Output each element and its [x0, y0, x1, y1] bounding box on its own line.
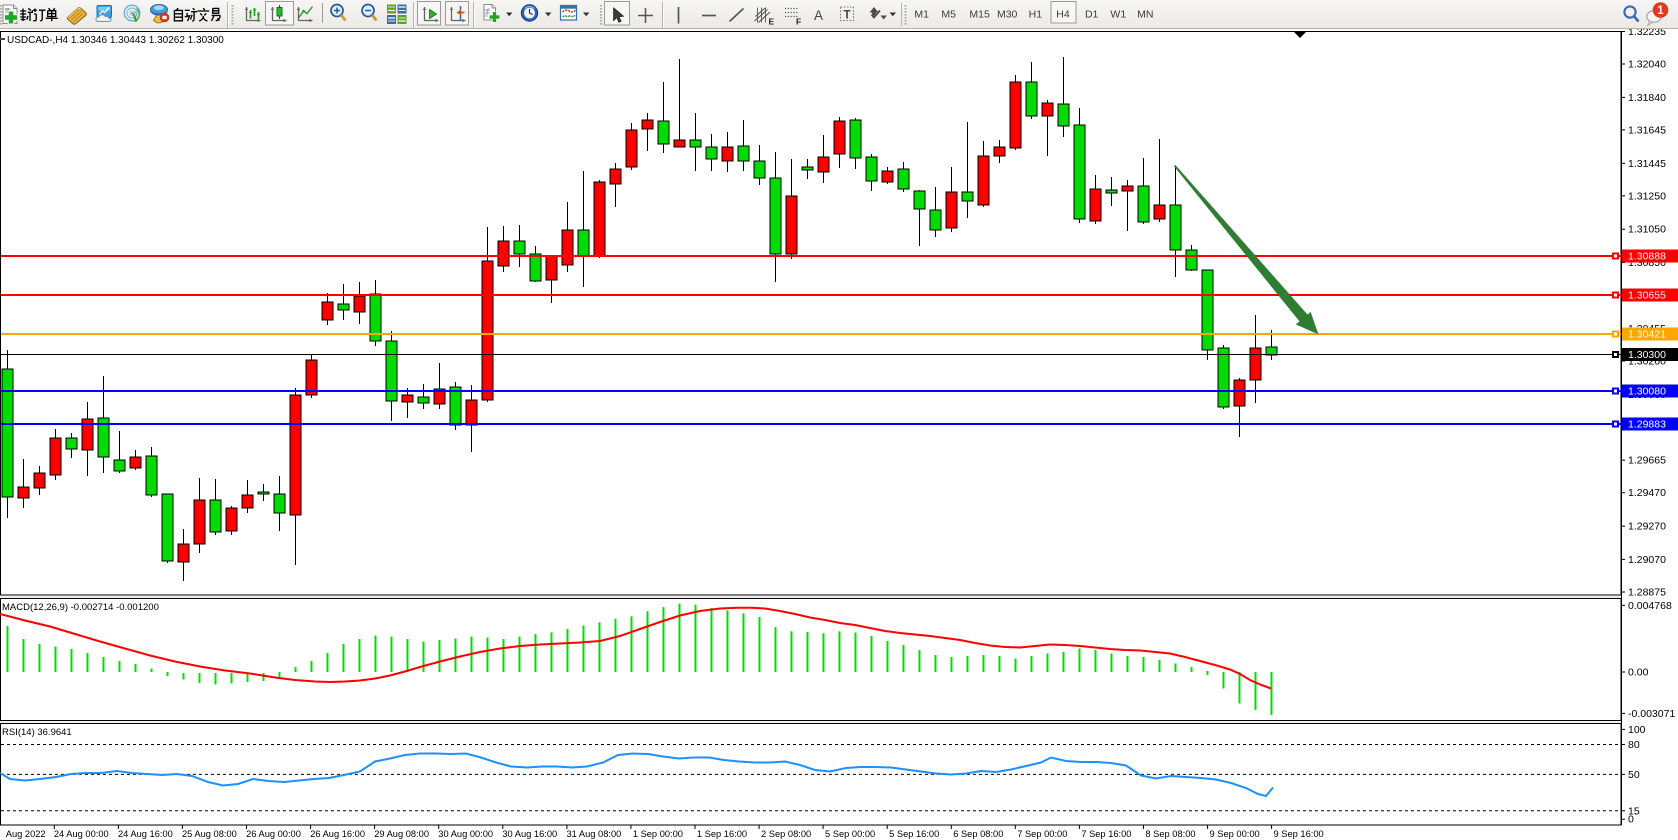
svg-text:M15: M15: [969, 9, 990, 21]
svg-text:Aug 2022: Aug 2022: [6, 829, 46, 839]
svg-text:30 Aug 16:00: 30 Aug 16:00: [502, 829, 557, 839]
svg-text:1.30080: 1.30080: [1628, 386, 1666, 398]
svg-text:7 Sep 16:00: 7 Sep 16:00: [1081, 829, 1131, 839]
svg-text:24 Aug 16:00: 24 Aug 16:00: [118, 829, 173, 839]
svg-text:1.29470: 1.29470: [1628, 487, 1666, 499]
svg-text:5 Sep 00:00: 5 Sep 00:00: [825, 829, 875, 839]
svg-text:9 Sep 16:00: 9 Sep 16:00: [1274, 829, 1324, 839]
svg-text:1.32235: 1.32235: [1628, 26, 1666, 38]
svg-text:M5: M5: [941, 9, 956, 21]
svg-text:USDCAD-,H4 1.30346 1.30443 1.: USDCAD-,H4 1.30346 1.30443 1.30262 1.303…: [7, 35, 224, 46]
svg-text:9 Sep 00:00: 9 Sep 00:00: [1210, 829, 1260, 839]
svg-text:7 Sep 00:00: 7 Sep 00:00: [1017, 829, 1067, 839]
svg-text:M30: M30: [997, 9, 1018, 21]
svg-text:RSI(14) 36.9641: RSI(14) 36.9641: [2, 727, 72, 738]
svg-text:1.31445: 1.31445: [1628, 158, 1666, 170]
svg-text:1.31645: 1.31645: [1628, 124, 1666, 136]
svg-text:1.30888: 1.30888: [1628, 251, 1666, 263]
svg-text:1.32040: 1.32040: [1628, 59, 1666, 71]
svg-text:1.30421: 1.30421: [1628, 329, 1666, 341]
svg-text:1.30655: 1.30655: [1628, 290, 1666, 302]
svg-text:H1: H1: [1029, 9, 1043, 21]
svg-text:6 Sep 08:00: 6 Sep 08:00: [953, 829, 1003, 839]
svg-text:M1: M1: [914, 9, 929, 21]
svg-text:15: 15: [1628, 805, 1640, 817]
svg-text:80: 80: [1628, 739, 1640, 751]
svg-text:MACD(12,26,9) -0.002714 -0.001: MACD(12,26,9) -0.002714 -0.001200: [2, 602, 159, 613]
svg-text:H4: H4: [1056, 9, 1070, 21]
svg-text:E: E: [769, 17, 775, 27]
svg-text:f: f: [486, 7, 490, 17]
svg-text:8 Sep 08:00: 8 Sep 08:00: [1145, 829, 1195, 839]
svg-text:25 Aug 08:00: 25 Aug 08:00: [182, 829, 237, 839]
svg-text:1.31840: 1.31840: [1628, 92, 1666, 104]
svg-text:-0.003071: -0.003071: [1628, 708, 1675, 720]
svg-text:1.29665: 1.29665: [1628, 455, 1666, 467]
svg-text:2 Sep 08:00: 2 Sep 08:00: [761, 829, 811, 839]
svg-text:1.29070: 1.29070: [1628, 554, 1666, 566]
svg-text:0.00: 0.00: [1628, 667, 1649, 679]
svg-text:1.31050: 1.31050: [1628, 224, 1666, 236]
svg-text:1: 1: [1657, 5, 1664, 17]
svg-text:T: T: [844, 10, 851, 22]
svg-text:D1: D1: [1085, 9, 1099, 21]
svg-text:24 Aug 00:00: 24 Aug 00:00: [54, 829, 109, 839]
svg-text:1 Sep 00:00: 1 Sep 00:00: [633, 829, 683, 839]
svg-text:A: A: [814, 8, 823, 23]
svg-text:30 Aug 00:00: 30 Aug 00:00: [438, 829, 493, 839]
svg-text:F: F: [796, 17, 801, 27]
svg-text:1.29270: 1.29270: [1628, 521, 1666, 533]
svg-text:100: 100: [1628, 724, 1646, 736]
svg-text:W1: W1: [1110, 9, 1126, 21]
svg-text:31 Aug 08:00: 31 Aug 08:00: [566, 829, 621, 839]
svg-text:1.31250: 1.31250: [1628, 190, 1666, 202]
svg-text:29 Aug 08:00: 29 Aug 08:00: [374, 829, 429, 839]
svg-text:1 Sep 16:00: 1 Sep 16:00: [697, 829, 747, 839]
svg-text:5 Sep 16:00: 5 Sep 16:00: [889, 829, 939, 839]
svg-text:26 Aug 00:00: 26 Aug 00:00: [246, 829, 301, 839]
svg-text:1.30300: 1.30300: [1628, 349, 1666, 361]
svg-text:1.28875: 1.28875: [1628, 587, 1666, 599]
svg-text:26 Aug 16:00: 26 Aug 16:00: [310, 829, 365, 839]
svg-text:MN: MN: [1137, 9, 1153, 21]
svg-text:1.29883: 1.29883: [1628, 419, 1666, 431]
svg-text:0.004768: 0.004768: [1628, 600, 1672, 612]
svg-text:50: 50: [1628, 769, 1640, 781]
svg-text:0: 0: [1628, 814, 1634, 826]
